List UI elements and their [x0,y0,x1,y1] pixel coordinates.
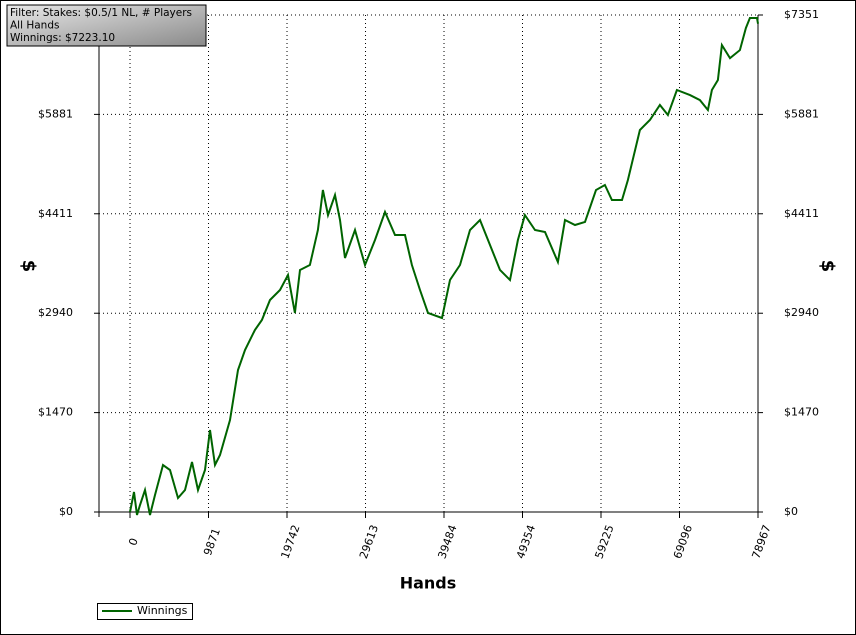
filter-box-bg [6,4,207,47]
legend-box [97,603,193,620]
data-line [129,17,759,516]
y2-tick-label: $5881 [784,107,819,120]
x-axis-label: Hands [400,574,457,593]
y2-tick-label: $2940 [784,306,819,319]
y2-axis-label: $ [817,260,838,273]
y-tick-label: $4411 [38,207,73,220]
filter-box: Filter: Stakes: $0.5/1 NL, # PlayersAll … [6,4,207,47]
y-tick-label: $5881 [38,107,73,120]
y2-tick-label: $1470 [784,406,819,419]
y2-tick-label: $4411 [784,207,819,220]
y2-tick-label: $0 [784,505,798,518]
filter-text: Winnings: $7223.10 [10,32,115,44]
y-tick-label: $2940 [38,306,73,319]
y-tick-label: $1470 [38,406,73,419]
filter-text: Filter: Stakes: $0.5/1 NL, # Players [10,7,192,19]
y-tick-label: $0 [59,505,73,518]
x-tick-label: 0 [126,536,141,547]
filter-text: All Hands [10,20,59,32]
y-axis-label: $ [18,260,39,273]
legend-label: Winnings [137,604,188,617]
y2-tick-label: $7351 [784,8,819,21]
